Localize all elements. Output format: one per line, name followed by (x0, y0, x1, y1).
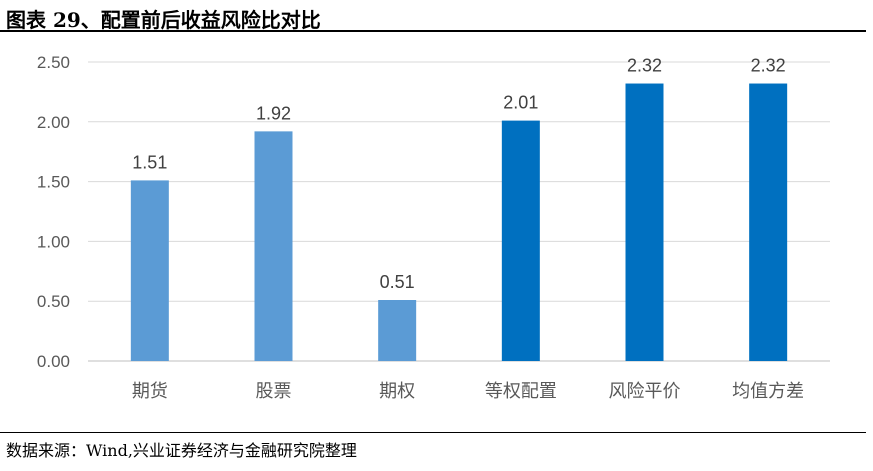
category-label: 股票 (256, 381, 292, 402)
bar (378, 300, 417, 361)
bars (130, 83, 788, 361)
bar-chart: 0.00 0.50 1.00 1.50 2.00 2.50 1.51 1.92 0.51 2.0… (37, 53, 830, 402)
gridlines (88, 61, 830, 362)
category-label: 风险平价 (609, 381, 681, 402)
bar (501, 120, 540, 361)
x-axis-categories: 期货 股票 期权 等权配置 风险平价 均值方差 (132, 381, 804, 402)
source-rule (0, 432, 866, 433)
data-label: 0.51 (380, 272, 415, 292)
data-label: 2.01 (503, 93, 538, 113)
source-note: 数据来源：Wind,兴业证券经济与金融研究院整理 (6, 441, 357, 460)
y-axis-ticks: 0.00 0.50 1.00 1.50 2.00 2.50 (37, 53, 70, 371)
y-tick-label: 2.50 (37, 53, 70, 72)
bar (130, 180, 169, 361)
category-label: 期货 (132, 381, 168, 402)
y-tick-label: 1.00 (37, 232, 70, 251)
bar (749, 83, 788, 361)
data-label: 1.51 (132, 152, 167, 172)
y-tick-label: 0.50 (37, 292, 70, 311)
data-label: 1.92 (256, 103, 291, 123)
data-label: 2.32 (627, 56, 662, 76)
y-tick-label: 0.00 (37, 352, 70, 371)
bar (254, 131, 293, 361)
chart-title: 图表 29、配置前后收益风险比对比 (6, 8, 321, 32)
y-tick-label: 1.50 (37, 173, 70, 192)
title-rule (0, 30, 866, 32)
data-labels: 1.51 1.92 0.51 2.01 2.32 2.32 (132, 56, 785, 292)
category-label: 等权配置 (485, 381, 557, 402)
y-tick-label: 2.00 (37, 113, 70, 132)
bar (625, 83, 664, 361)
data-label: 2.32 (751, 56, 786, 76)
category-label: 期权 (379, 381, 415, 402)
category-label: 均值方差 (732, 381, 804, 402)
